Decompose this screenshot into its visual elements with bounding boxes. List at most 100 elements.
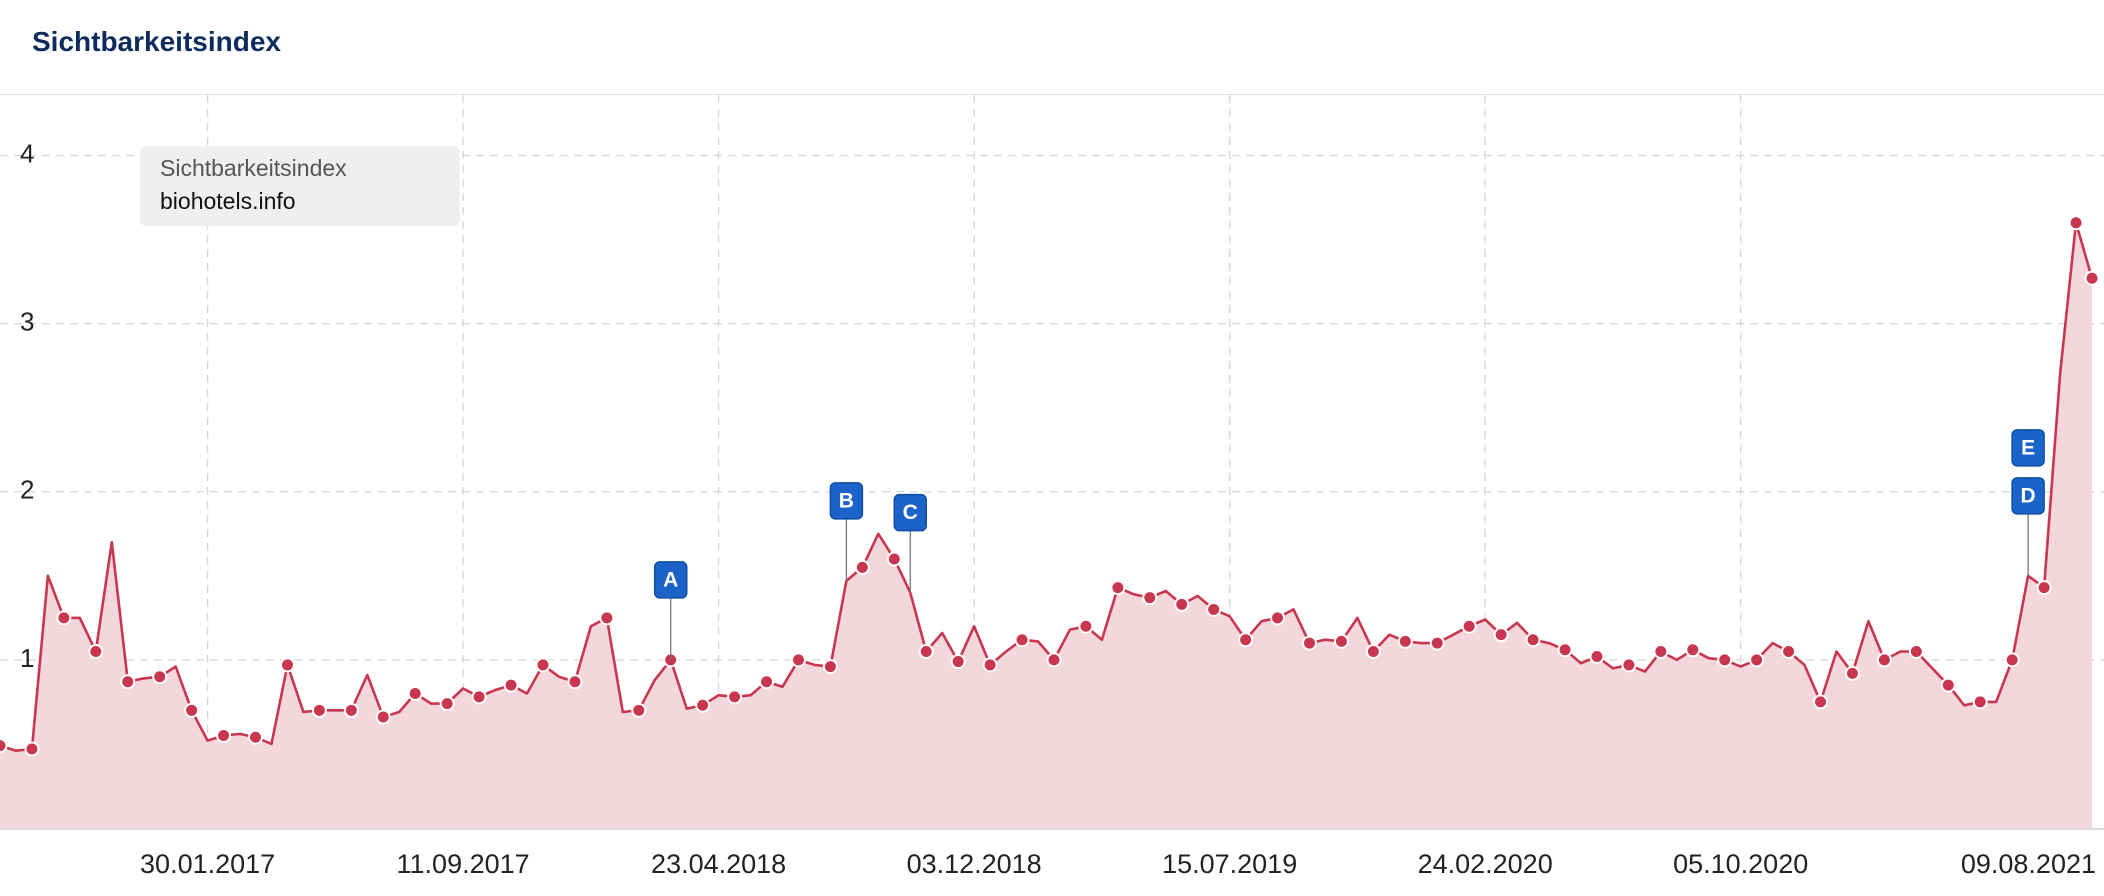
data-point	[375, 709, 391, 725]
data-point	[184, 702, 200, 718]
data-point	[1493, 627, 1509, 643]
x-tick-label: 09.08.2021	[1961, 849, 2096, 879]
data-point	[1142, 590, 1158, 606]
annotation-box	[893, 493, 928, 532]
data-point	[311, 702, 327, 718]
data-point	[1908, 643, 1924, 659]
data-point	[2036, 580, 2052, 596]
data-point	[1717, 652, 1733, 668]
data-point	[24, 741, 40, 757]
annotation-label: A	[663, 568, 678, 591]
data-point	[1621, 657, 1637, 673]
y-tick-label: 2	[20, 475, 34, 505]
data-point	[759, 674, 775, 690]
x-tick-label: 30.01.2017	[140, 849, 275, 879]
data-point	[2004, 652, 2020, 668]
data-point	[2068, 215, 2084, 231]
data-point	[1046, 652, 1062, 668]
data-point	[695, 697, 711, 713]
data-point	[1333, 633, 1349, 649]
data-point	[727, 689, 743, 705]
data-point	[56, 610, 72, 626]
data-point	[1749, 652, 1765, 668]
data-point	[918, 643, 934, 659]
x-tick-label: 11.09.2017	[397, 849, 530, 879]
y-tick-label: 3	[20, 307, 34, 337]
data-point	[1557, 642, 1573, 658]
data-point	[152, 669, 168, 685]
data-point	[279, 657, 295, 673]
data-point	[1206, 601, 1222, 617]
data-point	[407, 686, 423, 702]
data-point	[631, 702, 647, 718]
data-point	[248, 729, 264, 745]
annotation-flag: A	[653, 561, 688, 599]
data-point	[439, 696, 455, 712]
data-point	[1589, 649, 1605, 665]
annotation-flag: D	[2011, 477, 2045, 515]
data-point	[886, 551, 902, 567]
data-point	[950, 654, 966, 670]
y-tick-label: 4	[20, 138, 34, 168]
card-title: Sichtbarkeitsindex	[32, 26, 281, 57]
x-tick-label: 15.07.2019	[1162, 849, 1297, 879]
area-fill	[0, 222, 2092, 829]
data-point	[120, 674, 136, 690]
data-point	[1301, 635, 1317, 651]
data-point	[1014, 632, 1030, 648]
data-point	[1940, 677, 1956, 693]
data-point	[1525, 632, 1541, 648]
legend-entry: biohotels.info	[160, 188, 296, 214]
data-point	[567, 674, 583, 690]
annotation-flag: B	[829, 482, 864, 520]
data-point	[343, 702, 359, 718]
annotation-label: C	[903, 501, 918, 524]
annotation-box	[653, 561, 688, 599]
data-point	[599, 610, 615, 626]
data-point	[982, 657, 998, 673]
data-point	[2084, 270, 2100, 286]
data-point	[471, 689, 487, 705]
x-tick-label: 03.12.2018	[907, 849, 1042, 879]
data-point	[1110, 580, 1126, 596]
annotation-label: D	[2021, 484, 2036, 507]
legend-title: Sichtbarkeitsindex	[160, 155, 347, 181]
data-point	[535, 657, 551, 673]
annotation-box	[2011, 477, 2045, 515]
data-point	[503, 677, 519, 693]
data-point	[1078, 618, 1094, 634]
data-point	[1813, 694, 1829, 710]
data-point	[1781, 643, 1797, 659]
data-point	[854, 559, 870, 575]
data-point	[822, 659, 838, 675]
data-point	[1238, 632, 1254, 648]
data-point	[1685, 642, 1701, 658]
y-tick-label: 1	[20, 643, 34, 673]
data-point	[1174, 596, 1190, 612]
header-separator	[0, 94, 2104, 95]
data-point	[1972, 694, 1988, 710]
data-point	[1461, 618, 1477, 634]
data-point	[790, 652, 806, 668]
data-point	[1653, 643, 1669, 659]
data-point	[88, 643, 104, 659]
annotation-label: E	[2021, 436, 2035, 459]
data-point	[1365, 643, 1381, 659]
legend: Sichtbarkeitsindex biohotels.info	[140, 146, 460, 226]
legend-box	[140, 146, 460, 226]
data-point	[1270, 610, 1286, 626]
data-point	[1397, 633, 1413, 649]
annotation-label: B	[839, 489, 854, 512]
annotation-flag: C	[893, 493, 928, 532]
data-point	[0, 738, 8, 754]
data-point	[216, 728, 232, 744]
annotation-box	[2011, 429, 2045, 467]
annotation-box	[829, 482, 864, 520]
data-point	[1429, 635, 1445, 651]
annotation-flag: E	[2011, 429, 2045, 467]
data-point	[1844, 665, 1860, 681]
x-tick-label: 24.02.2020	[1418, 849, 1553, 879]
x-tick-label: 23.04.2018	[651, 849, 786, 879]
